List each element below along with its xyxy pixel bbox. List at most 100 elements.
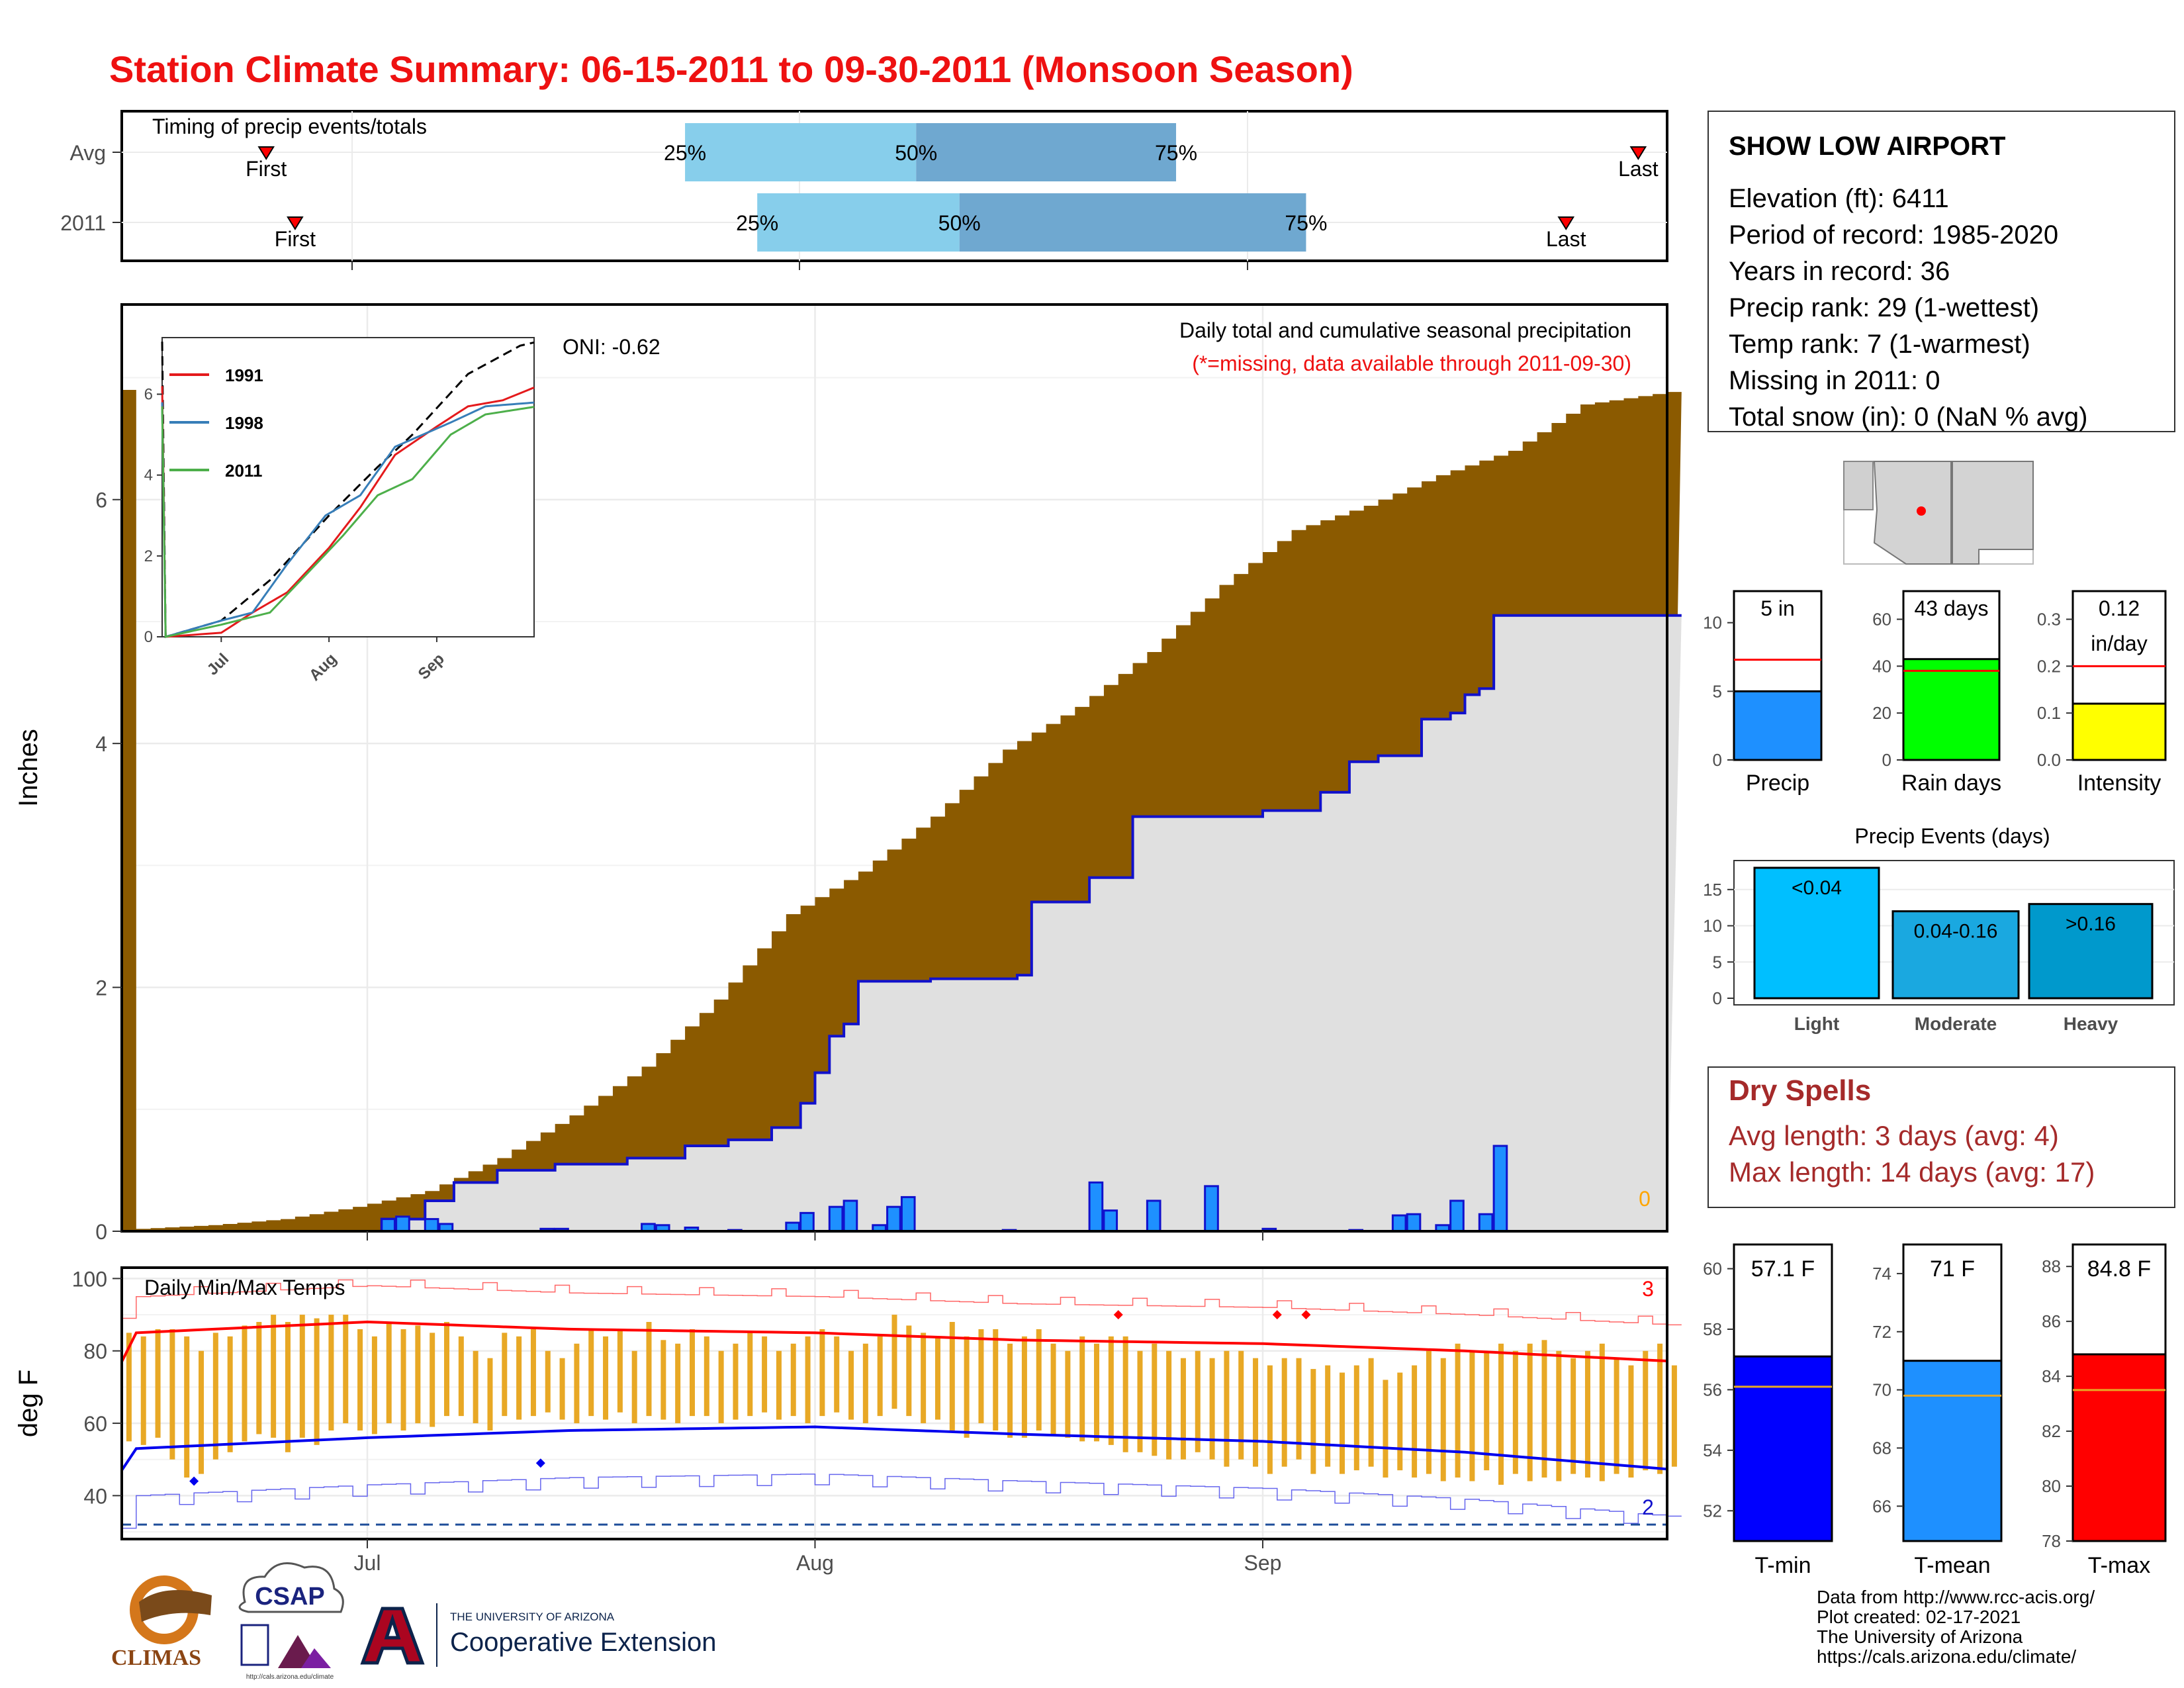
daily-temp-range-bar xyxy=(877,1336,883,1417)
university-of-arizona-logo: THE UNIVERSITY OF ARIZONA Cooperative Ex… xyxy=(360,1603,716,1667)
temp-caption: Daily Min/Max Temps xyxy=(144,1276,345,1299)
inset-legend-1991: 1991 xyxy=(225,365,263,385)
temp-y-tick-label: 60 xyxy=(83,1412,107,1436)
daily-temp-range-bar xyxy=(516,1336,522,1420)
daily-temp-range-bar xyxy=(1267,1365,1273,1474)
temp-y-tick-label: 80 xyxy=(83,1340,107,1364)
map-arizona xyxy=(1873,461,1952,565)
daily-temp-range-bar xyxy=(762,1336,768,1413)
daily-precip-bar xyxy=(842,1199,858,1233)
timing-last-marker xyxy=(1629,146,1647,160)
daily-temp-range-bar xyxy=(386,1322,392,1424)
summary-y-tick-label: 0 xyxy=(1882,750,1891,770)
inset-y-tick-label: 0 xyxy=(144,628,153,646)
hot-count: 3 xyxy=(1642,1277,1654,1301)
summary-y-tick-label: 0.1 xyxy=(2037,703,2061,723)
inset-legend-1998: 1998 xyxy=(225,413,263,433)
daily-temp-range-bar xyxy=(1007,1343,1013,1438)
daily-temp-range-bar xyxy=(357,1329,363,1430)
timing-last-marker xyxy=(1557,216,1575,230)
daily-precip-bar xyxy=(1204,1185,1219,1233)
daily-temp-range-bar xyxy=(934,1336,940,1420)
daily-temp-range-bar xyxy=(1412,1365,1418,1478)
daily-temp-range-bar xyxy=(444,1322,450,1417)
station-box: SHOW LOW AIRPORT Elevation (ft): 6411 Pe… xyxy=(1707,111,2175,432)
daily-temp-range-bar xyxy=(964,1336,970,1438)
summary-y-tick-label: 0 xyxy=(1713,750,1722,770)
daily-temp-range-bar xyxy=(1238,1350,1244,1460)
daily-temp-range-bar xyxy=(343,1315,349,1424)
timing-first-marker xyxy=(287,216,304,230)
footer-created: Plot created: 02-17-2021 xyxy=(1817,1607,2021,1627)
events-category-label: Light xyxy=(1794,1013,1839,1034)
timing-row-label-2011: 2011 xyxy=(60,211,106,235)
oni-label: ONI: -0.62 xyxy=(563,335,660,359)
timing-last-label: Last xyxy=(1618,157,1659,181)
daily-temp-range-bar xyxy=(1281,1358,1287,1467)
daily-temp-range-bar xyxy=(1137,1350,1143,1452)
tmax-label: T-max xyxy=(2088,1553,2150,1578)
timing-q25-q50-bar xyxy=(685,123,917,181)
daily-precip-bar xyxy=(1146,1199,1161,1233)
precip-summary-bar xyxy=(1733,690,1823,761)
daily-temp-range-bar xyxy=(1325,1365,1331,1467)
summary-y-tick-label: 0.3 xyxy=(2037,610,2061,630)
timing-panel: Timing of precip events/totals 25% 50% 75%… xyxy=(60,110,1668,270)
temp-y-tick-label: 100 xyxy=(72,1267,107,1291)
daily-precip-bar xyxy=(395,1215,410,1233)
daily-temp-range-bar xyxy=(921,1333,927,1424)
tmean-summary-bar xyxy=(1902,1360,2003,1542)
daily-precip-bar xyxy=(424,1218,439,1233)
daily-temp-range-bar xyxy=(617,1329,623,1413)
daily-temp-range-bar xyxy=(1021,1336,1027,1438)
intensity-value: 0.12 xyxy=(2099,596,2140,620)
events-bar xyxy=(1753,867,1880,1000)
inset-legend: 1991 1998 2011 xyxy=(169,365,263,481)
daily-precip-bar xyxy=(799,1211,815,1233)
daily-temp-range-bar xyxy=(1570,1358,1576,1474)
daily-temp-range-bar xyxy=(1484,1350,1490,1471)
daily-temp-range-bar xyxy=(1310,1369,1316,1474)
dry-title: Dry Spells xyxy=(1729,1074,1871,1107)
events-bar-label: <0.04 xyxy=(1792,877,1842,899)
tmax-value: 84.8 F xyxy=(2087,1256,2151,1282)
daily-temp-range-bar xyxy=(1253,1358,1259,1467)
station-line-years: Years in record: 36 xyxy=(1729,257,1950,286)
timing-q50-q75-bar xyxy=(916,123,1177,181)
station-line-temp-rank: Temp rank: 7 (1-warmest) xyxy=(1729,330,2030,359)
daily-precip-bar xyxy=(1478,1213,1494,1233)
record-low-marker xyxy=(535,1458,545,1468)
raindays-summary-bar xyxy=(1902,658,2001,761)
daily-temp-range-bar xyxy=(559,1358,565,1420)
locator-map xyxy=(1843,461,2034,565)
tsummary-y-tick-label: 56 xyxy=(1703,1380,1722,1399)
record-low-marker xyxy=(189,1476,199,1486)
inset-y-tick-label: 2 xyxy=(144,547,153,565)
tmin-label: T-min xyxy=(1755,1553,1811,1578)
tsummary-y-tick-label: 52 xyxy=(1703,1501,1722,1521)
station-name: SHOW LOW AIRPORT xyxy=(1729,132,2005,161)
timing-first-label: First xyxy=(275,227,316,251)
record-high-marker xyxy=(1301,1310,1311,1320)
daily-precip-bar xyxy=(886,1205,901,1233)
inset-y-tick-label: 6 xyxy=(144,386,153,404)
tsummary-y-tick-label: 72 xyxy=(1872,1322,1891,1342)
daily-temp-range-bar xyxy=(1065,1350,1071,1438)
daily-temp-range-bar xyxy=(227,1336,233,1452)
daily-temp-range-bar xyxy=(1426,1350,1432,1474)
climas-logo: CLIMAS xyxy=(111,1575,212,1670)
daily-temp-range-bar xyxy=(603,1336,609,1420)
intensity-unit: in/day xyxy=(2091,632,2147,655)
2011-cumulative-line xyxy=(122,614,1682,1233)
daily-temp-range-bar xyxy=(458,1336,464,1417)
tsummary-y-tick-label: 54 xyxy=(1703,1440,1722,1460)
events-y-tick-label: 15 xyxy=(1703,880,1722,900)
daily-temp-range-bar xyxy=(660,1340,666,1420)
daily-temp-range-bar xyxy=(400,1329,406,1430)
daily-temp-range-bar xyxy=(718,1350,724,1424)
month-tick-label: Jul xyxy=(354,1551,381,1575)
daily-temp-range-bar xyxy=(574,1343,580,1424)
precip-ylabel: Inches xyxy=(14,729,43,807)
tmean-label: T-mean xyxy=(1914,1553,1990,1578)
climas-wordmark: CLIMAS xyxy=(111,1646,201,1670)
